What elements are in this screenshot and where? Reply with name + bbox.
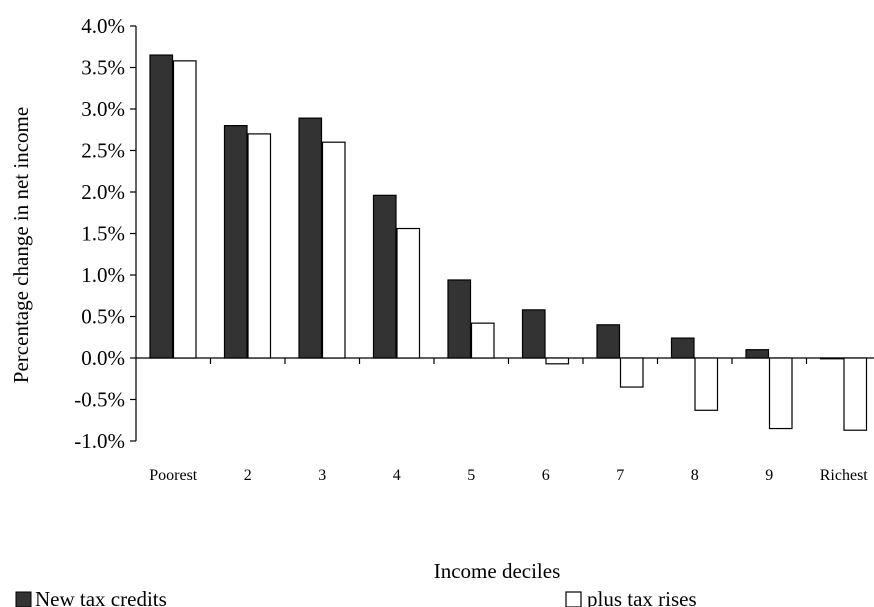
y-tick-label: 4.0% (81, 14, 125, 38)
y-tick-label: 1.0% (81, 263, 125, 287)
bar-new-tax-credits-1 (149, 54, 174, 359)
chart-legend: New tax credits plus tax rises (15, 587, 697, 607)
bar-plus-tax-rises-10 (843, 357, 868, 431)
x-tick-label: 6 (542, 467, 550, 484)
bar-plus-tax-rises-2 (247, 133, 272, 359)
chart-tick-labels: -1.0% -0.5% 0.0% 0.5% 1.0% 1.5% 2.0% 2.5% 3.0% 3.… (74, 14, 868, 484)
x-tick-label: 3 (318, 467, 326, 484)
bar-new-tax-credits-4 (372, 194, 397, 359)
x-tick-label: 2 (244, 467, 252, 484)
x-tick-label: Poorest (149, 467, 198, 484)
x-tick-label: 5 (467, 467, 475, 484)
y-tick-label: 3.5% (81, 56, 125, 80)
x-tick-label: Richest (820, 467, 869, 484)
bar-plus-tax-rises-4 (396, 227, 421, 359)
bar-plus-tax-rises-5 (470, 322, 495, 359)
x-tick-label: 9 (765, 467, 773, 484)
legend-swatch-plus-tax-rises (565, 591, 582, 607)
bar-plus-tax-rises-7 (619, 357, 644, 388)
bar-new-tax-credits-10 (819, 357, 844, 360)
x-axis-label: Income deciles (434, 559, 561, 583)
bar-new-tax-credits-2 (223, 124, 248, 359)
y-tick-label: 3.0% (81, 97, 125, 121)
bar-new-tax-credits-6 (521, 309, 546, 359)
y-tick-label: 2.5% (81, 139, 125, 163)
bar-new-tax-credits-8 (670, 337, 695, 359)
bar-plus-tax-rises-3 (321, 141, 346, 359)
legend-swatch-new-tax-credits (15, 591, 32, 607)
legend-label-plus-tax-rises: plus tax rises (587, 587, 697, 607)
bar-new-tax-credits-3 (298, 117, 323, 359)
bar-new-tax-credits-7 (596, 324, 621, 359)
y-tick-label: -1.0% (74, 429, 125, 453)
x-tick-label: 8 (691, 467, 699, 484)
y-axis-label: Percentage change in net income (9, 107, 33, 383)
x-tick-label: 7 (616, 467, 624, 484)
y-tick-label: 0.5% (81, 305, 125, 329)
y-tick-label: 2.0% (81, 180, 125, 204)
x-tick-label: 4 (393, 467, 401, 484)
y-tick-label: -0.5% (74, 388, 125, 412)
bar-new-tax-credits-9 (745, 349, 770, 359)
bar-plus-tax-rises-9 (768, 357, 793, 430)
bar-plus-tax-rises-1 (172, 60, 197, 359)
y-tick-label: 1.5% (81, 222, 125, 246)
chart-bars (149, 54, 868, 431)
bar-plus-tax-rises-8 (694, 357, 719, 411)
y-tick-label: 0.0% (81, 346, 125, 370)
bar-plus-tax-rises-6 (545, 357, 570, 365)
legend-label-new-tax-credits: New tax credits (35, 587, 167, 607)
bar-new-tax-credits-5 (447, 279, 472, 359)
